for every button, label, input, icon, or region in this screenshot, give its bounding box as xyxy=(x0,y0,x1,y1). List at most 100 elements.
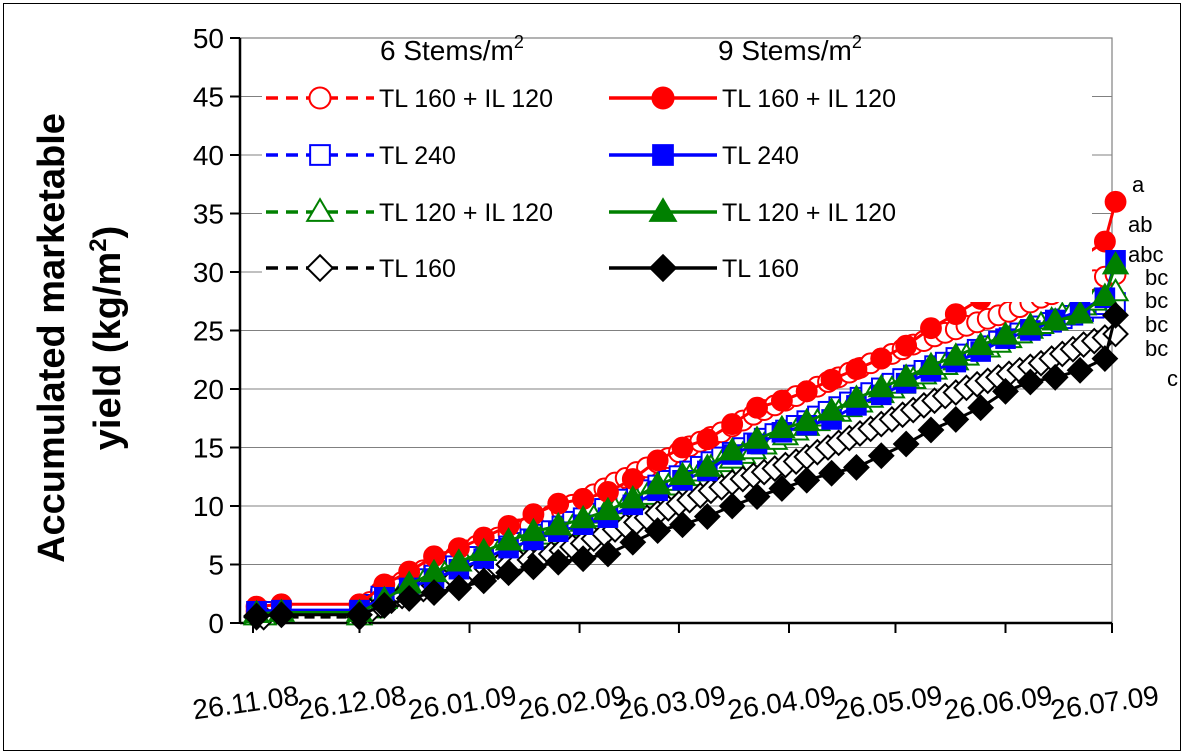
legend-header-sup: 2 xyxy=(514,32,524,52)
data-point xyxy=(842,384,871,408)
legend-header-text: 6 Stems/m xyxy=(380,35,514,66)
data-point xyxy=(1102,301,1129,329)
legend-item: TL 240 xyxy=(609,142,799,170)
y-tick-label: 0 xyxy=(208,608,224,639)
data-point xyxy=(721,413,744,436)
legend-item: TL 160 + IL 120 xyxy=(266,85,553,113)
data-point xyxy=(895,334,918,357)
data-series xyxy=(242,190,1130,631)
significance-label: ab xyxy=(1128,212,1152,237)
legend-item: TL 160 + IL 120 xyxy=(609,85,896,113)
y-tick-label: 20 xyxy=(193,374,224,405)
data-point xyxy=(966,331,995,356)
y-tick-label: 5 xyxy=(208,550,224,581)
data-point xyxy=(544,511,573,536)
data-point xyxy=(718,437,746,461)
legend-marker xyxy=(648,253,678,283)
series-9stemsm2-tl-160 xyxy=(243,301,1129,630)
data-point xyxy=(920,317,942,340)
y-tick-label: 45 xyxy=(193,82,224,113)
significance-label: c xyxy=(1167,366,1178,391)
data-point xyxy=(743,483,771,511)
legend-header: 9 Stems/m2 xyxy=(718,32,862,66)
y-tick-label: 25 xyxy=(193,316,224,347)
data-point xyxy=(792,407,821,432)
data-point xyxy=(917,351,945,375)
data-point xyxy=(1093,230,1116,253)
data-point xyxy=(420,579,448,606)
data-point xyxy=(643,470,672,495)
data-point xyxy=(768,475,796,502)
data-point xyxy=(395,585,423,612)
data-point xyxy=(870,347,893,370)
legend-item: TL 160 xyxy=(266,253,456,283)
data-point xyxy=(1016,368,1044,396)
y-axis-label-line2: yield (kg/m2) xyxy=(85,226,129,451)
data-point xyxy=(445,548,473,572)
legend-header-sup: 2 xyxy=(852,32,862,52)
data-point xyxy=(942,406,970,433)
data-point xyxy=(718,492,746,520)
data-point xyxy=(1104,190,1127,213)
data-point xyxy=(669,511,696,539)
y-axis-label-sup: 2 xyxy=(85,238,112,251)
data-point xyxy=(770,389,793,412)
data-point xyxy=(917,416,945,444)
data-point xyxy=(495,559,522,587)
legend-label: TL 120 + IL 120 xyxy=(722,199,896,227)
legend-item: TL 240 xyxy=(266,142,456,170)
significance-label: abc xyxy=(1128,242,1163,267)
data-point xyxy=(547,492,570,515)
legend-marker xyxy=(305,197,335,222)
chart-frame xyxy=(3,3,1181,751)
x-tick-label: 26.11.08 xyxy=(191,680,301,726)
legend-item: TL 160 xyxy=(609,253,799,283)
data-point xyxy=(892,430,920,458)
data-point xyxy=(1091,345,1119,372)
data-point xyxy=(795,380,818,403)
legend-marker xyxy=(648,197,678,222)
data-point xyxy=(370,592,398,619)
legend-label: TL 120 + IL 120 xyxy=(379,199,553,227)
data-point xyxy=(768,414,796,439)
data-point xyxy=(1041,307,1069,331)
data-point xyxy=(569,504,597,529)
x-tick-label: 26.04.09 xyxy=(726,680,838,726)
legend-label: TL 160 + IL 120 xyxy=(722,85,896,113)
data-point xyxy=(671,436,694,459)
y-tick-labels: 0 5 10 15 20 25 30 35 40 45 50 xyxy=(193,23,224,639)
legend-label: TL 160 xyxy=(722,255,799,283)
data-point xyxy=(594,540,622,568)
x-tick-label: 26.02.09 xyxy=(516,680,628,726)
significance-label: a xyxy=(1132,172,1145,197)
x-tick-label: 26.05.09 xyxy=(832,680,944,726)
series-9stemsm2-tl-120---il-120 xyxy=(242,251,1130,624)
data-point xyxy=(991,321,1020,345)
y-tick-label: 40 xyxy=(193,140,224,171)
y-tick-label: 50 xyxy=(193,23,224,54)
y-axis-label-line2-text: yield (kg/m xyxy=(87,252,129,451)
data-point xyxy=(519,517,548,542)
legend-item: TL 120 + IL 120 xyxy=(266,197,553,227)
data-point xyxy=(746,396,768,419)
y-axis-label-close: ) xyxy=(87,226,129,239)
y-axis-label-line1: Accumulated marketable xyxy=(31,113,73,563)
y-axis-label: Accumulated marketable yield (kg/m2) xyxy=(31,113,129,563)
data-point xyxy=(1066,356,1094,384)
series-line xyxy=(256,259,1117,613)
y-tick-label: 35 xyxy=(193,199,224,230)
legend-label: TL 160 xyxy=(379,255,456,283)
data-point xyxy=(668,461,697,485)
data-point xyxy=(1101,251,1130,275)
legend-label: TL 240 xyxy=(722,142,799,170)
x-tick-label: 26.12.08 xyxy=(296,680,408,726)
data-point xyxy=(867,373,896,398)
data-point xyxy=(942,342,970,366)
x-tick-label: 26.01.09 xyxy=(406,680,518,726)
data-point xyxy=(817,397,846,421)
data-point xyxy=(1016,311,1045,336)
data-point xyxy=(619,528,647,556)
data-point xyxy=(644,517,672,544)
legend-item: TL 120 + IL 120 xyxy=(609,197,896,227)
